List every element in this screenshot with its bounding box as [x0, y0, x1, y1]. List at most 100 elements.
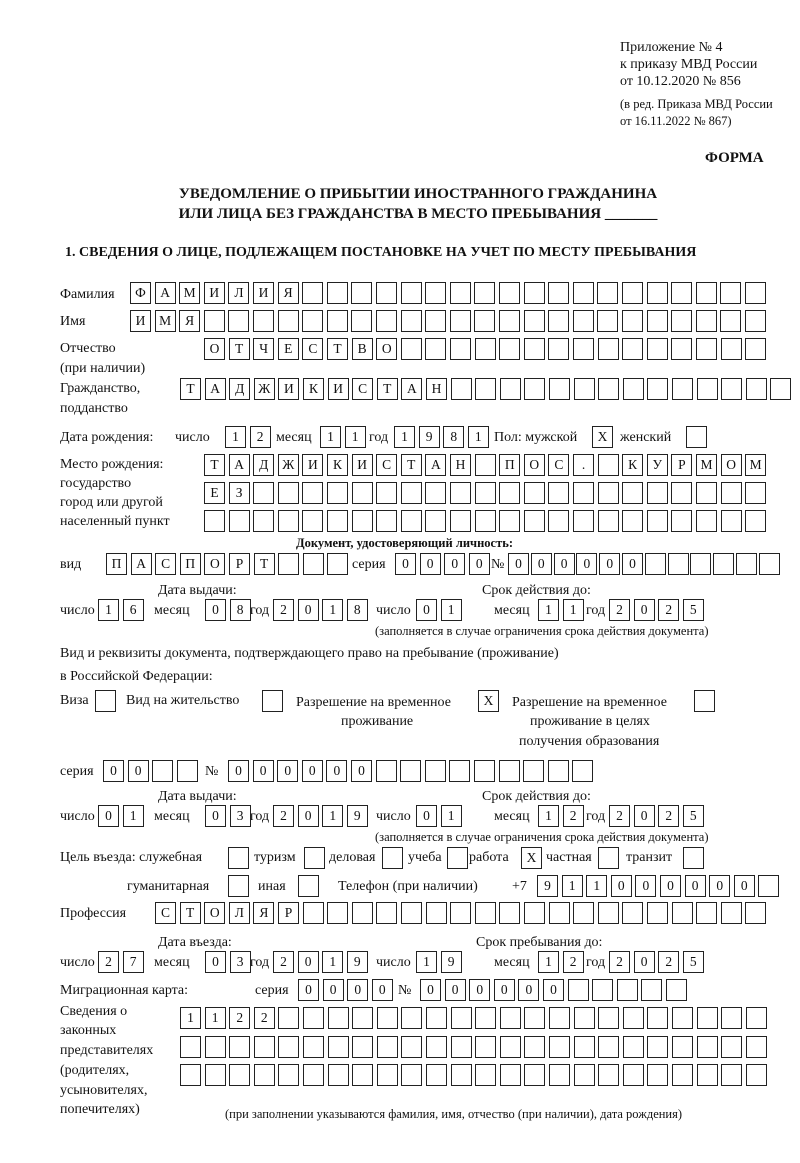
char-cell[interactable]: К	[327, 454, 348, 476]
char-cell[interactable]	[426, 1007, 447, 1029]
char-cell[interactable]	[745, 338, 767, 360]
char-cell[interactable]	[696, 1036, 718, 1058]
char-cell[interactable]: 2	[658, 805, 680, 827]
char-cell[interactable]	[498, 760, 520, 782]
char-cell[interactable]	[229, 1064, 251, 1086]
char-cell[interactable]	[683, 847, 704, 869]
char-cell[interactable]	[474, 310, 496, 332]
char-cell[interactable]	[449, 310, 471, 332]
char-cell[interactable]	[401, 1007, 423, 1029]
char-cell[interactable]: А	[130, 553, 152, 575]
char-cell[interactable]	[447, 847, 468, 869]
char-cell[interactable]: И	[203, 282, 225, 304]
char-cell[interactable]	[229, 1036, 251, 1058]
char-cell[interactable]	[351, 282, 373, 304]
char-cell[interactable]: 1	[122, 805, 144, 827]
char-cell[interactable]: Д	[229, 378, 251, 400]
char-cell[interactable]: С	[548, 454, 570, 476]
char-cell[interactable]: 9	[537, 875, 558, 897]
char-cell[interactable]	[499, 338, 521, 360]
char-cell[interactable]	[382, 847, 403, 869]
char-cell[interactable]: 9	[418, 426, 440, 448]
char-cell[interactable]: 0	[420, 979, 441, 1001]
char-cell[interactable]	[721, 1036, 743, 1058]
char-cell[interactable]	[672, 1064, 693, 1086]
char-cell[interactable]	[696, 482, 717, 504]
char-cell[interactable]	[180, 1064, 201, 1086]
char-cell[interactable]: Я	[277, 282, 299, 304]
char-cell[interactable]	[425, 902, 447, 924]
char-cell[interactable]: 1	[322, 599, 344, 621]
char-cell[interactable]	[696, 378, 718, 400]
char-cell[interactable]: М	[696, 454, 717, 476]
char-cell[interactable]	[302, 553, 324, 575]
char-cell[interactable]: 9	[440, 951, 462, 973]
char-cell[interactable]: 0	[493, 979, 515, 1001]
char-cell[interactable]: Т	[327, 338, 348, 360]
char-cell[interactable]	[327, 510, 348, 532]
char-cell[interactable]: С	[155, 553, 177, 575]
char-cell[interactable]: 0	[228, 760, 249, 782]
char-cell[interactable]	[302, 482, 324, 504]
char-cell[interactable]	[622, 482, 644, 504]
char-cell[interactable]	[690, 553, 712, 575]
char-cell[interactable]	[548, 482, 570, 504]
char-cell[interactable]	[548, 310, 570, 332]
char-cell[interactable]: 0	[205, 951, 226, 973]
char-cell[interactable]	[686, 426, 707, 448]
char-cell[interactable]	[745, 1064, 767, 1086]
char-cell[interactable]	[573, 482, 594, 504]
char-cell[interactable]	[327, 553, 349, 575]
char-cell[interactable]	[277, 310, 299, 332]
char-cell[interactable]: П	[106, 553, 127, 575]
char-cell[interactable]	[548, 338, 570, 360]
char-cell[interactable]: М	[179, 282, 201, 304]
char-cell[interactable]	[597, 510, 619, 532]
char-cell[interactable]: 3	[229, 805, 251, 827]
char-cell[interactable]: 0	[322, 979, 344, 1001]
char-cell[interactable]: 0	[599, 553, 621, 575]
char-cell[interactable]	[721, 1064, 743, 1086]
char-cell[interactable]: Т	[179, 902, 201, 924]
char-cell[interactable]: Т	[204, 454, 225, 476]
char-cell[interactable]	[549, 378, 570, 400]
char-cell[interactable]	[573, 510, 594, 532]
char-cell[interactable]	[524, 1036, 546, 1058]
char-cell[interactable]: 1	[538, 951, 559, 973]
char-cell[interactable]	[524, 902, 545, 924]
char-cell[interactable]	[572, 282, 594, 304]
char-cell[interactable]: С	[376, 454, 398, 476]
char-cell[interactable]	[253, 310, 274, 332]
char-cell[interactable]: П	[179, 553, 201, 575]
char-cell[interactable]	[597, 454, 619, 476]
char-cell[interactable]	[696, 1007, 718, 1029]
char-cell[interactable]	[425, 482, 447, 504]
char-cell[interactable]: 6	[122, 599, 144, 621]
char-cell[interactable]	[152, 760, 174, 782]
char-cell[interactable]	[180, 1036, 201, 1058]
char-cell[interactable]: 1	[538, 599, 559, 621]
char-cell[interactable]	[745, 482, 767, 504]
char-cell[interactable]	[376, 902, 398, 924]
char-cell[interactable]: И	[278, 378, 300, 400]
char-cell[interactable]	[327, 1064, 349, 1086]
char-cell[interactable]	[548, 902, 570, 924]
char-cell[interactable]	[549, 1007, 570, 1029]
char-cell[interactable]	[474, 902, 496, 924]
char-cell[interactable]: 0	[347, 979, 369, 1001]
char-cell[interactable]: Я	[253, 902, 275, 924]
char-cell[interactable]	[450, 378, 472, 400]
char-cell[interactable]	[449, 760, 471, 782]
char-cell[interactable]	[400, 310, 422, 332]
char-cell[interactable]: 0	[297, 599, 319, 621]
char-cell[interactable]	[671, 510, 693, 532]
char-cell[interactable]: Н	[450, 454, 471, 476]
char-cell[interactable]: 0	[530, 553, 552, 575]
char-cell[interactable]	[352, 1064, 374, 1086]
char-cell[interactable]: 1	[562, 599, 584, 621]
char-cell[interactable]: 1	[586, 875, 608, 897]
char-cell[interactable]	[770, 378, 792, 400]
char-cell[interactable]	[573, 378, 595, 400]
char-cell[interactable]: 0	[684, 875, 706, 897]
char-cell[interactable]	[499, 902, 521, 924]
